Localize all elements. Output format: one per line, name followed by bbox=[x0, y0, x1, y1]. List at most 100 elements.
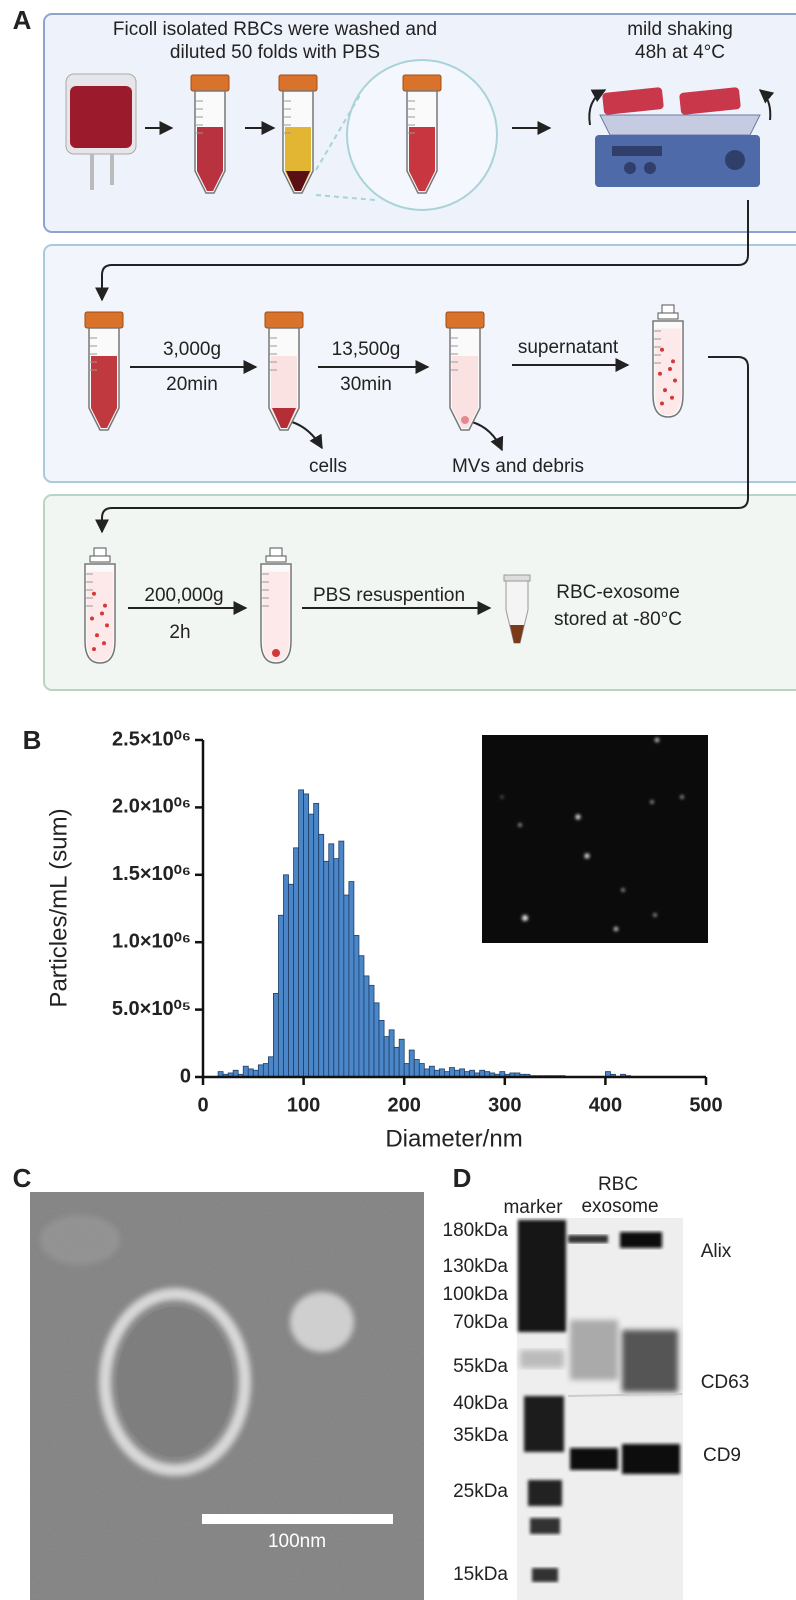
tube-pellet bbox=[286, 171, 310, 191]
tube-pellet bbox=[272, 408, 296, 428]
bar bbox=[313, 802, 320, 1078]
step-text: cells bbox=[309, 456, 347, 477]
tube-liquid bbox=[409, 127, 435, 191]
bar bbox=[358, 955, 365, 1078]
tube bbox=[278, 74, 318, 194]
tube-cap bbox=[89, 555, 111, 563]
panel-label: A bbox=[13, 5, 32, 35]
y-tick-label: 2.0×10⁰⁶ bbox=[112, 796, 191, 818]
tube-liquid bbox=[197, 127, 223, 191]
tube bbox=[260, 547, 292, 664]
bar bbox=[283, 874, 289, 1078]
bar bbox=[318, 833, 325, 1078]
zoom-line bbox=[315, 194, 376, 201]
step-text: Ficoll isolated RBCs were washed and bbox=[113, 19, 437, 40]
bar bbox=[257, 1064, 264, 1078]
bar bbox=[333, 858, 340, 1078]
tube-cap bbox=[93, 547, 107, 557]
step-text: 20min bbox=[166, 374, 218, 395]
x-tick-label: 300 bbox=[488, 1094, 521, 1116]
step-text: 200,000g bbox=[144, 585, 223, 606]
step-text: 2h bbox=[169, 622, 190, 643]
lane-label: exosome bbox=[581, 1196, 658, 1217]
bar bbox=[288, 883, 294, 1078]
marker-label: 15kDa bbox=[453, 1564, 508, 1585]
tube-cap bbox=[661, 304, 675, 314]
particle bbox=[660, 401, 664, 406]
blood-bag bbox=[65, 73, 137, 190]
tube bbox=[445, 311, 485, 431]
nta-image bbox=[482, 735, 708, 943]
bar bbox=[428, 1065, 435, 1078]
tube bbox=[652, 304, 684, 418]
marker-label: 25kDa bbox=[453, 1481, 508, 1502]
bar bbox=[328, 843, 335, 1078]
lane-label: RBC bbox=[598, 1174, 638, 1195]
tube-pellet bbox=[272, 649, 280, 657]
y-tick-label: 5.0×10⁰⁵ bbox=[112, 998, 191, 1020]
x-tick-label: 100 bbox=[287, 1094, 320, 1116]
tube-liquid bbox=[87, 571, 113, 661]
arrow bbox=[471, 421, 504, 452]
particle bbox=[663, 388, 667, 393]
particle bbox=[103, 603, 107, 608]
y-tick-label: 2.5×10⁰⁶ bbox=[112, 728, 191, 750]
x-tick-label: 200 bbox=[388, 1094, 421, 1116]
particle bbox=[92, 591, 96, 596]
connector bbox=[95, 200, 749, 302]
tube-cap bbox=[278, 74, 318, 92]
bar bbox=[363, 975, 370, 1078]
tube-pellet bbox=[461, 416, 469, 424]
bar bbox=[348, 881, 355, 1078]
bar bbox=[278, 914, 284, 1078]
y-axis-title: Particles/mL (sum) bbox=[45, 808, 72, 1007]
tube-liquid bbox=[655, 328, 681, 415]
tube-cap bbox=[84, 311, 124, 329]
particle bbox=[92, 647, 96, 652]
step-text: 3,000g bbox=[163, 339, 221, 360]
marker-label: 35kDa bbox=[453, 1425, 508, 1446]
step-text: RBC-exosome bbox=[556, 582, 680, 603]
particle bbox=[100, 611, 104, 616]
bar bbox=[303, 793, 310, 1078]
particle bbox=[671, 359, 675, 364]
bar bbox=[242, 1065, 249, 1078]
bar bbox=[343, 894, 350, 1078]
tube-liquid bbox=[91, 356, 117, 428]
step-text: PBS resuspention bbox=[313, 585, 465, 606]
tube-cap bbox=[190, 74, 230, 92]
bar bbox=[408, 1049, 415, 1078]
step-text: MVs and debris bbox=[452, 456, 584, 477]
zoom-line bbox=[315, 94, 361, 171]
tube bbox=[264, 311, 304, 431]
tube bbox=[84, 311, 124, 431]
particle bbox=[90, 616, 94, 621]
panel-label: D bbox=[453, 1163, 472, 1193]
marker-label: 70kDa bbox=[453, 1312, 508, 1333]
bar bbox=[267, 1056, 274, 1078]
particle bbox=[102, 641, 106, 646]
protein-label: CD9 bbox=[703, 1445, 741, 1466]
particle bbox=[668, 367, 672, 371]
bar bbox=[368, 984, 375, 1078]
step-text: 30min bbox=[340, 374, 392, 395]
nta-particles bbox=[501, 738, 684, 931]
marker-label: 130kDa bbox=[443, 1256, 509, 1277]
tube-cap bbox=[402, 74, 442, 92]
bar bbox=[353, 935, 360, 1078]
bar bbox=[273, 993, 279, 1078]
eppendorf-tube bbox=[503, 574, 531, 644]
tube-cap bbox=[264, 311, 304, 329]
histogram: 0 5.0×10⁰⁵ 1.0×10⁰⁶ 1.5×10⁰⁶ 2.0×10⁰⁶ 2.5×10⁰… bbox=[112, 728, 723, 1116]
particle bbox=[673, 378, 677, 383]
marker-label: 100kDa bbox=[443, 1284, 509, 1305]
western-blot bbox=[517, 1218, 683, 1600]
tube-cap bbox=[445, 311, 485, 329]
tube-liquid bbox=[452, 356, 478, 428]
bar bbox=[262, 1063, 269, 1078]
bar bbox=[449, 1067, 455, 1078]
bar bbox=[393, 1046, 400, 1078]
step-text: diluted 50 folds with PBS bbox=[170, 42, 380, 63]
bar bbox=[323, 860, 330, 1078]
particle bbox=[95, 633, 99, 638]
